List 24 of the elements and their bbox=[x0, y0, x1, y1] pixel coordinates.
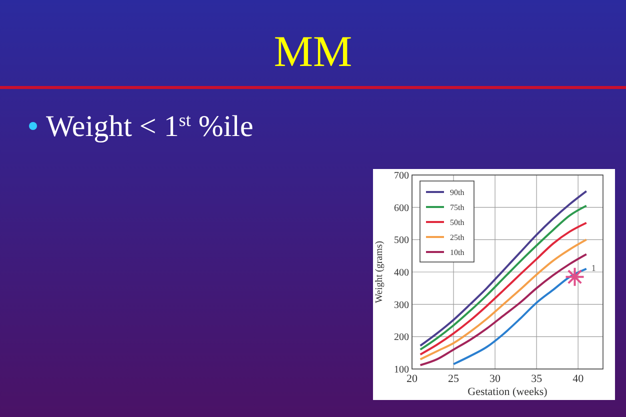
x-tick-label: 20 bbox=[406, 373, 418, 385]
x-tick-label: 25 bbox=[448, 373, 460, 385]
y-axis-title: Weight (grams) bbox=[374, 240, 385, 304]
legend-label: 10th bbox=[450, 248, 464, 257]
legend-label: 50th bbox=[450, 218, 464, 227]
annotation: 1 bbox=[591, 262, 596, 273]
y-tick-label: 500 bbox=[394, 235, 409, 246]
legend-label: 25th bbox=[450, 233, 464, 242]
x-tick-label: 35 bbox=[531, 373, 543, 385]
chart-title: MM bbox=[274, 27, 352, 76]
y-tick-label: 400 bbox=[394, 268, 409, 278]
text: Weight < 1$^{st}$ %ile bbox=[46, 110, 254, 143]
y-tick-label: 600 bbox=[394, 202, 409, 214]
y-tick-label: 300 bbox=[394, 300, 409, 311]
y-tick-label: 200 bbox=[394, 332, 409, 344]
x-axis-title: Gestation (weeks) bbox=[468, 386, 548, 398]
y-tick-label: 700 bbox=[394, 170, 409, 182]
x-tick-label: 40 bbox=[572, 373, 584, 385]
legend-label: 75th bbox=[450, 203, 464, 212]
line-series bbox=[452, 268, 588, 366]
x-tick-label: 30 bbox=[490, 373, 502, 385]
line-series bbox=[419, 238, 588, 360]
legend-label: 90th bbox=[450, 188, 464, 197]
y-tick-label: 100 bbox=[394, 364, 409, 376]
